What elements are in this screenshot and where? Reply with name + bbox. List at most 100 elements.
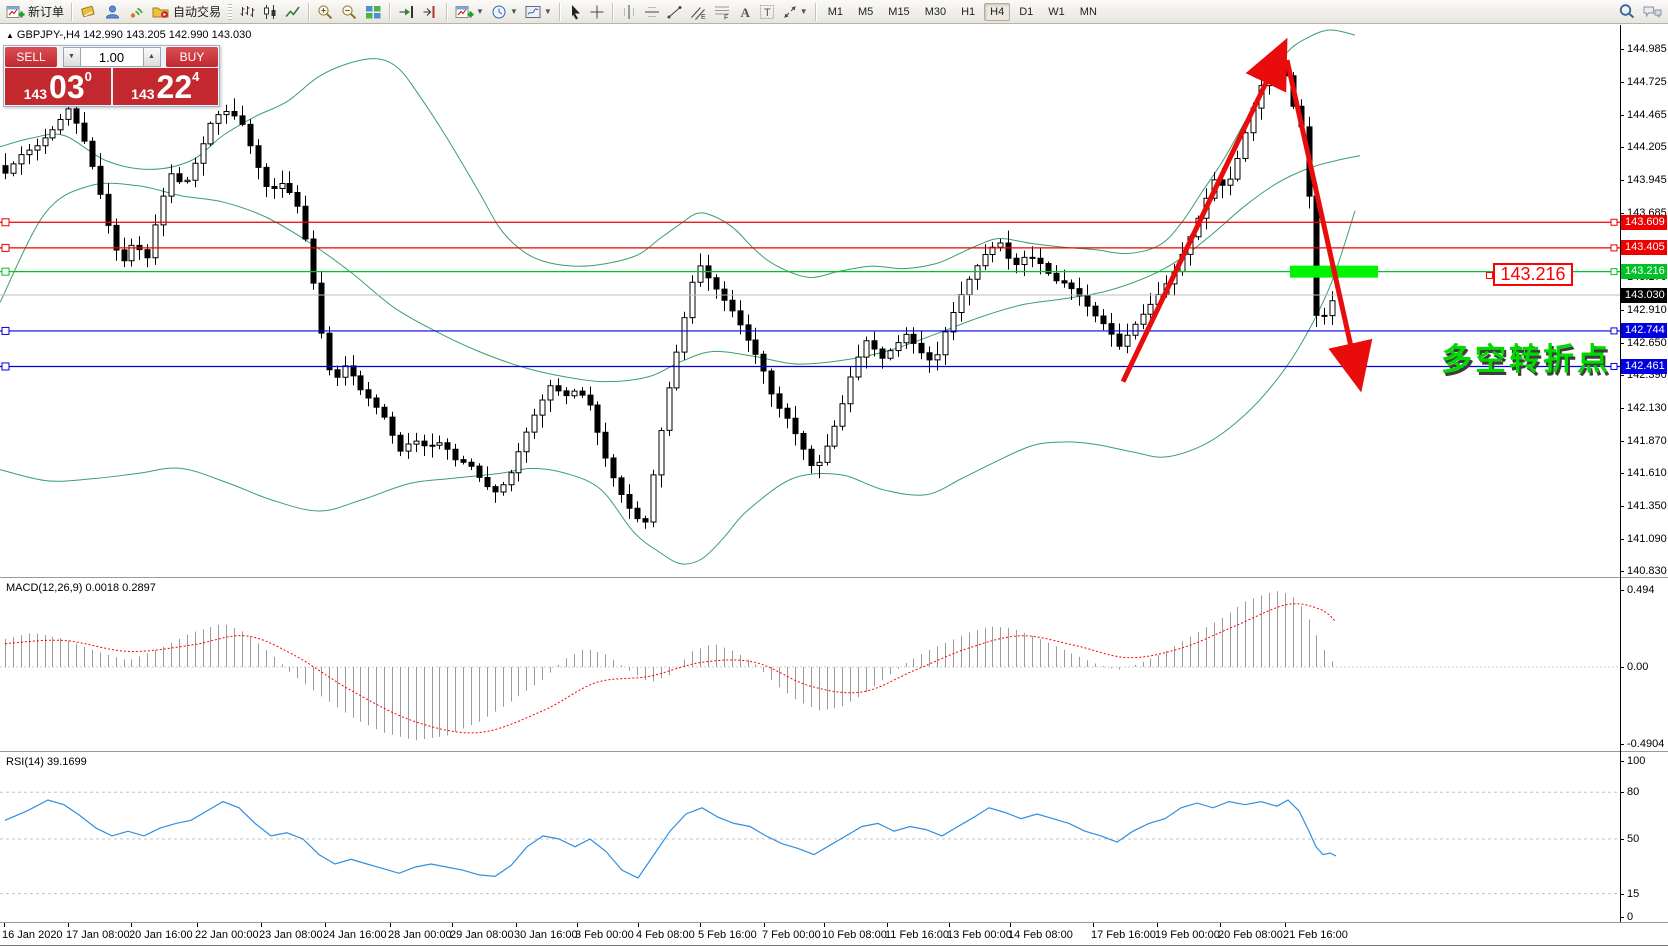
toolbar-separator (558, 2, 561, 21)
volume-down-icon[interactable]: ▼ (62, 47, 81, 67)
buy-price-big: 22 (156, 69, 193, 105)
up-trend-arrow (1120, 37, 1288, 383)
profiles-button[interactable] (101, 1, 124, 23)
macd-tick-label: 0.00 (1627, 661, 1649, 673)
turning-point-annotation[interactable]: 多空转折点 (1441, 342, 1611, 377)
sell-button[interactable]: SELL (5, 47, 57, 67)
toolbar-separator (611, 2, 614, 21)
equidistant-channel-button[interactable]: E (687, 1, 710, 23)
timeframe-button-m15[interactable]: M15 (888, 5, 910, 18)
search-icon (1619, 4, 1635, 19)
time-label: 20 Jan 16:00 (129, 929, 193, 941)
periods-button[interactable]: ▼ (488, 1, 521, 23)
price-tick-label: 144.985 (1627, 43, 1667, 56)
price-tick-label: 141.870 (1627, 434, 1667, 447)
macd-layers (0, 591, 1620, 741)
buy-price[interactable]: 143 22 4 (112, 68, 218, 105)
price-line-label: 142.461 (1621, 358, 1667, 374)
chart-area[interactable]: ▲ GBPJPY-,H4 142.990 143.205 142.990 143.… (0, 24, 1668, 946)
timeframe-button-m30[interactable]: M30 (924, 5, 947, 18)
text-label-button[interactable]: T (756, 1, 778, 23)
folder-play-icon (152, 7, 169, 18)
rsi-canvas[interactable] (0, 753, 1668, 921)
time-label: 10 Feb 08:00 (822, 929, 887, 941)
trendline-button[interactable] (664, 1, 686, 23)
price-tick (1620, 506, 1624, 507)
templates-button[interactable]: ▼ (522, 1, 555, 23)
horizontal-line-button[interactable] (641, 1, 663, 23)
svg-text:A: A (740, 5, 750, 20)
crosshair-icon (590, 5, 604, 18)
tile-icon (366, 5, 381, 18)
price-tick-label: 142.130 (1627, 402, 1667, 415)
panel-separator[interactable] (0, 577, 1668, 580)
order-panel-row: SELL ▼ ▲ BUY (4, 46, 219, 68)
chat-button[interactable] (1640, 1, 1665, 23)
timeframe-button-h1[interactable]: H1 (961, 5, 976, 18)
arrows-icon (783, 5, 796, 18)
zoom-in-button[interactable] (314, 1, 337, 23)
timeframe-button-m1[interactable]: M1 (827, 5, 843, 18)
price-tick-label: 140.830 (1627, 565, 1667, 578)
price-annotation-box[interactable]: 143.216 (1486, 263, 1573, 286)
timeframe-button-m5[interactable]: M5 (858, 5, 874, 18)
price-tick (1620, 114, 1624, 116)
sell-price-prefix: 143 (23, 86, 48, 102)
search-button[interactable] (1615, 1, 1639, 23)
auto-scroll-button[interactable] (395, 1, 418, 23)
chevron-down-icon[interactable]: ▼ (543, 7, 552, 16)
time-tick (261, 923, 262, 927)
macd-canvas[interactable] (0, 579, 1668, 750)
timeframe-button-w1[interactable]: W1 (1048, 5, 1065, 18)
tile-windows-button[interactable] (362, 1, 385, 23)
price-tick (1620, 440, 1624, 442)
arrows-button[interactable]: ▼ (779, 1, 811, 23)
bar-chart-button[interactable] (236, 1, 258, 23)
text-a-icon: A (740, 5, 750, 20)
vertical-line-button[interactable] (618, 1, 640, 23)
market-watch-button[interactable] (77, 1, 100, 23)
sell-price[interactable]: 143 03 0 (5, 68, 111, 105)
cursor-button[interactable] (565, 1, 585, 23)
autotrade-button[interactable]: 自动交易 (149, 1, 224, 23)
volume-input[interactable] (80, 47, 143, 67)
bull-candles (10, 62, 1336, 523)
panel-separator[interactable] (0, 751, 1668, 754)
chevron-down-icon[interactable]: ▼ (476, 7, 484, 16)
candle-wicks (5, 55, 1333, 529)
new-chart-button[interactable]: ▼ (452, 1, 487, 23)
macd-histogram (5, 591, 1333, 741)
time-tick (764, 923, 765, 927)
chart-shift-button[interactable] (419, 1, 442, 23)
price-tick (1620, 310, 1624, 312)
timeframe-button-d1[interactable]: D1 (1019, 5, 1034, 18)
panel-collapse-icon[interactable]: ▲ (6, 31, 14, 40)
timeframe-button-mn[interactable]: MN (1079, 5, 1097, 18)
new-order-button[interactable]: 新订单 (3, 1, 67, 23)
chevron-down-icon[interactable]: ▼ (799, 7, 808, 16)
chart-ohlc-text: GBPJPY-,H4 142.990 143.205 142.990 143.0… (16, 29, 252, 41)
price-chart-canvas[interactable] (0, 25, 1668, 577)
signal-icon (130, 7, 143, 18)
chevron-down-icon[interactable]: ▼ (509, 7, 518, 16)
time-tick (824, 923, 825, 927)
time-axis[interactable]: 16 Jan 2020 17 Jan 08:00 20 Jan 16:00 22 Ja… (0, 923, 1668, 946)
bear-candles (2, 62, 1328, 523)
buy-price-prefix: 143 (131, 86, 155, 102)
zoom-out-icon (342, 4, 357, 19)
macd-signal-line (4, 603, 1337, 734)
toolbar-separator (308, 2, 311, 21)
text-button[interactable]: A (735, 1, 755, 23)
candle-chart-button[interactable] (259, 1, 281, 23)
time-label: 30 Jan 16:00 (514, 929, 578, 941)
crosshair-button[interactable] (586, 1, 608, 23)
zoom-out-button[interactable] (338, 1, 361, 23)
line-chart-button[interactable] (282, 1, 304, 23)
buy-button[interactable]: BUY (166, 47, 218, 67)
signals-button[interactable] (125, 1, 148, 23)
volume-up-icon[interactable]: ▲ (142, 47, 161, 67)
price-tick (1620, 49, 1624, 51)
fibonacci-button[interactable]: F (711, 1, 734, 23)
price-tick (1620, 342, 1624, 344)
timeframe-button-h4[interactable]: H4 (984, 2, 1011, 21)
